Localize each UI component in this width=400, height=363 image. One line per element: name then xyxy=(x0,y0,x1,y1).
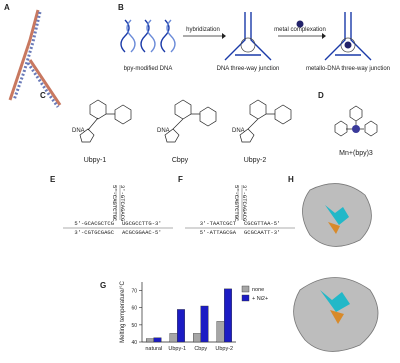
y-tick-label: 60 xyxy=(131,306,137,312)
bar-chart: Melting temperature/°C 40 50 60 70 natural Ub… xyxy=(120,280,268,352)
metal-ion xyxy=(344,41,352,49)
structure-name: Ubpy-2 xyxy=(244,157,267,164)
panel-label: F xyxy=(178,175,183,184)
structure-name: Ubpy-1 xyxy=(84,157,107,164)
scheme-text: metallo-DNA three-way junction xyxy=(306,66,390,72)
arrow-head xyxy=(222,33,226,39)
helices xyxy=(120,12,372,61)
panel-label: E xyxy=(50,175,56,184)
y-tick-label: 50 xyxy=(131,323,137,329)
sequence: 5'-ATTAGCGA xyxy=(200,229,237,236)
atom-label: DNA xyxy=(157,128,170,134)
sequence: 3'-GTCAGACG xyxy=(241,185,248,221)
bar xyxy=(177,309,185,343)
y-tick-label: 70 xyxy=(131,289,137,295)
scheme-text: DNA three-way junction xyxy=(217,66,280,72)
bar xyxy=(200,305,209,343)
panel-label: B xyxy=(118,3,124,12)
sequence: CGCGTTAA-5' xyxy=(244,220,280,227)
junctions: 5'-CAGTCTGC 3'-GTCAGACG5'-GCACGCTCG3'-CGT… xyxy=(63,185,295,236)
scheme-text: hybridization xyxy=(186,27,220,33)
scheme-text: metal complexation xyxy=(274,27,326,33)
panel-label: G xyxy=(100,281,106,290)
bar xyxy=(169,333,178,343)
sequence: 3'-CGTGCGAGC xyxy=(74,229,114,236)
structure-a xyxy=(8,9,62,108)
sequence: 5'-CAGTCTGC xyxy=(233,185,240,222)
scheme-text: bpy-modified DNA xyxy=(124,66,173,72)
arrow-head xyxy=(322,33,326,39)
legend-label: + Ni2+ xyxy=(252,296,268,302)
sequence: GCGCAATT-3' xyxy=(244,229,280,236)
sequence: 3'-TAATCGCT xyxy=(200,220,237,227)
sequence: 5'-GCACGCTCG xyxy=(74,220,114,227)
x-tick-label: Ubpy-1 xyxy=(168,346,186,352)
bar xyxy=(146,338,154,343)
chem-structures xyxy=(79,99,378,143)
metal-ion xyxy=(296,20,304,28)
legend-swatch xyxy=(241,294,250,302)
structure-name: Cbpy xyxy=(172,157,189,164)
y-axis-title: Melting temperature/°C xyxy=(120,280,126,342)
bar xyxy=(193,333,201,343)
legend-swatch xyxy=(241,285,250,293)
panel-label: D xyxy=(318,91,324,100)
panel-label: C xyxy=(40,91,46,100)
x-tick-label: natural xyxy=(145,346,162,352)
sequence: 5'-CAGTCTGC xyxy=(111,185,118,222)
atom-label: DNA xyxy=(232,128,245,134)
panel-label: H xyxy=(288,175,294,184)
metal-center xyxy=(352,125,360,133)
y-tick-label: 40 xyxy=(131,340,137,346)
sequence: 3'-GTCAGACG xyxy=(119,185,126,221)
x-tick-label: Cbpy xyxy=(194,346,207,352)
structure-name: Mn+(bpy)3 xyxy=(339,150,373,157)
bar xyxy=(224,288,232,343)
bar xyxy=(216,321,225,343)
sequence: UGCGCCTTG-3' xyxy=(122,220,162,227)
atom-label: DNA xyxy=(72,128,85,134)
bar xyxy=(153,337,162,343)
sequence: ACGCGGAAC-5' xyxy=(122,229,162,236)
panel-label: A xyxy=(4,3,10,12)
render-h xyxy=(293,183,379,352)
x-tick-label: Ubpy-2 xyxy=(215,346,233,352)
legend-label: none xyxy=(252,287,264,293)
